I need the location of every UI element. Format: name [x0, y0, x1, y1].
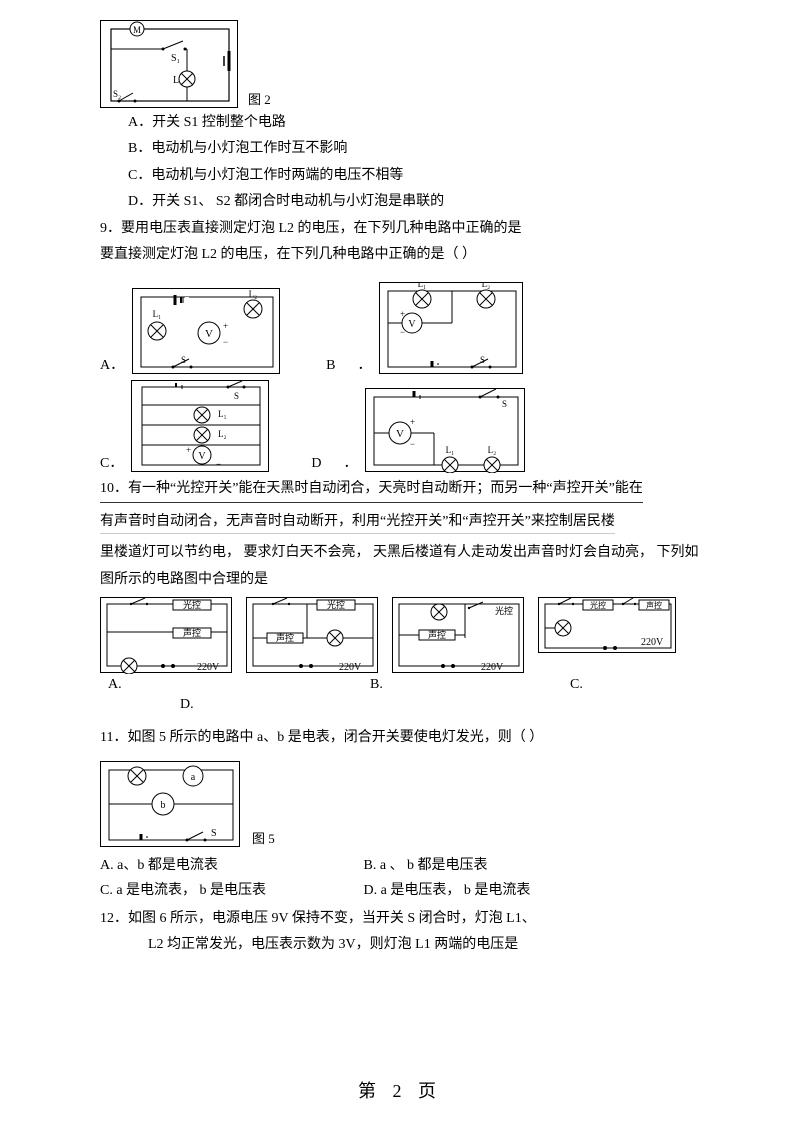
- q11-b: B. a 、 b 都是电压表: [364, 858, 488, 873]
- svg-text:L₂: L₂: [249, 289, 258, 299]
- q11-d: D. a 是电压表， b 是电流表: [364, 883, 531, 898]
- svg-text:L₂: L₂: [482, 283, 491, 289]
- svg-text:S: S: [211, 828, 217, 839]
- svg-text:S: S: [234, 391, 239, 401]
- q10-b: B.: [370, 677, 570, 693]
- svg-text:L₂: L₂: [218, 429, 227, 439]
- q10-a: A.: [108, 677, 370, 693]
- svg-text:声控: 声控: [428, 629, 446, 640]
- svg-text:b: b: [161, 800, 166, 811]
- svg-text:+: +: [410, 417, 415, 427]
- q9-stem: 9．要用电压表直接测定灯泡 L2 的电压，在下列几种电路中正确的是: [100, 218, 710, 240]
- q8-opt-c: C．电动机与小灯泡工作时两端的电压不相等: [100, 165, 710, 187]
- svg-text:L: L: [173, 75, 179, 86]
- svg-text:V: V: [205, 328, 213, 340]
- svg-text:+: +: [223, 321, 228, 331]
- q8-opt-a: A．开关 S1 控制整个电路: [100, 112, 710, 134]
- q10-diagrams: 光控 声控 220V 光控 声控 220V 光控 声控 220V 光控: [100, 597, 710, 673]
- svg-text:L₁: L₁: [446, 445, 455, 455]
- q8-opt-b: B．电动机与小灯泡工作时互不影响: [100, 138, 710, 160]
- q9-d-circuit: S V + − L₁ L₂: [365, 388, 525, 472]
- fig2-circuit: M S₁ L S₂: [100, 20, 238, 108]
- svg-text:220V: 220V: [481, 662, 504, 673]
- q10-d3: 光控 声控 220V: [392, 597, 524, 673]
- fig2-caption: 图 2: [248, 89, 271, 108]
- q10-c: C.: [570, 677, 583, 693]
- svg-text:L₁: L₁: [418, 283, 427, 289]
- svg-text:a: a: [191, 772, 196, 783]
- q12-l2: L2 均正常发光，电压表示数为 3V，则灯泡 L1 两端的电压是: [100, 934, 710, 956]
- page-footer: 第 2 页: [0, 1077, 800, 1103]
- svg-text:光控: 光控: [327, 599, 345, 610]
- q8-opt-d: D．开关 S1、 S2 都闭合时电动机与小灯泡是串联的: [100, 191, 710, 213]
- q9-d-label: D: [311, 456, 321, 472]
- q9-b-circuit: L₁ L₂ V + − S: [379, 282, 523, 374]
- svg-text:光控: 光控: [590, 600, 606, 610]
- svg-text:V: V: [409, 319, 417, 330]
- q9-d-dot: ．: [343, 452, 357, 472]
- q11-c: C. a 是电流表， b 是电压表: [100, 878, 360, 903]
- svg-text:220V: 220V: [197, 662, 220, 673]
- q12-l1: 12．如图 6 所示，电源电压 9V 保持不变，当开关 S 闭合时，灯泡 L1、: [100, 908, 710, 930]
- svg-text:光控: 光控: [183, 599, 201, 610]
- q10-d2: 光控 声控 220V: [246, 597, 378, 673]
- q11-stem: 11．如图 5 所示的电路中 a、b 是电表，闭合开关要使电灯发光，则（ ）: [100, 727, 710, 749]
- fig2-row: M S₁ L S₂ 图 2: [100, 20, 710, 108]
- svg-text:−: −: [400, 327, 405, 337]
- q9-b-label: B: [326, 358, 335, 374]
- q9-c-label: C．: [100, 452, 123, 472]
- q10-l3: 里楼道灯可以节约电， 要求灯白天不会亮， 天黑后楼道有人走动发出声音时灯会自动亮…: [100, 542, 710, 564]
- svg-text:S: S: [502, 399, 507, 409]
- q11-a: A. a、b 都是电流表: [100, 853, 360, 878]
- svg-text:声控: 声控: [276, 632, 294, 643]
- svg-text:V: V: [199, 451, 207, 462]
- q9-row1: A． L₁ L₂ V + − S B ． L₁ L₂ V + − S: [100, 282, 710, 374]
- svg-text:L₂: L₂: [488, 445, 497, 455]
- svg-text:声控: 声控: [183, 627, 201, 638]
- q11-fig-row: a b S 图 5: [100, 761, 710, 847]
- q9-a-label: A．: [100, 354, 124, 374]
- svg-text:S: S: [480, 355, 485, 365]
- q9-stem2: 要直接测定灯泡 L2 的电压，在下列几种电路中正确的是（ ）: [100, 244, 710, 266]
- svg-text:L₁: L₁: [218, 409, 227, 419]
- svg-text:220V: 220V: [641, 637, 664, 648]
- svg-text:220V: 220V: [339, 662, 362, 673]
- q11-opts: A. a、b 都是电流表 B. a 、 b 都是电压表 C. a 是电流表， b…: [100, 853, 710, 903]
- svg-text:S₁: S₁: [171, 53, 180, 64]
- svg-text:声控: 声控: [646, 600, 662, 610]
- q10-d: D.: [180, 697, 710, 713]
- q10-d4: 光控 声控 220V: [538, 597, 676, 653]
- q10-l2: 有声音时自动闭合，无声音时自动断开，利用“光控开关”和“声控开关”来控制居民楼: [100, 511, 615, 534]
- svg-text:−: −: [216, 459, 221, 469]
- svg-text:M: M: [133, 25, 141, 35]
- q9-b-dot: ．: [357, 354, 371, 374]
- q9-a-circuit: L₁ L₂ V + − S: [132, 288, 280, 374]
- svg-text:−: −: [410, 439, 415, 449]
- q10-l1: 10．有一种“光控开关”能在天黑时自动闭合，天亮时自动断开；而另一种“声控开关”…: [100, 478, 710, 502]
- svg-text:−: −: [223, 337, 228, 347]
- svg-text:S₂: S₂: [113, 89, 121, 99]
- q11-circuit: a b S: [100, 761, 240, 847]
- q9-c-circuit: S L₁ L₂ V + −: [131, 380, 269, 472]
- q10-d1: 光控 声控 220V: [100, 597, 232, 673]
- svg-text:+: +: [400, 309, 405, 319]
- svg-text:L₁: L₁: [153, 309, 162, 319]
- q9-row2: C． S L₁ L₂ V + − D ． S V + − L₁ L₂: [100, 380, 710, 472]
- svg-text:S: S: [181, 355, 186, 365]
- svg-text:+: +: [186, 445, 191, 455]
- q10-l4: 图所示的电路图中合理的是: [100, 569, 710, 591]
- svg-text:V: V: [396, 428, 404, 440]
- q10-opts: A. B. C.: [100, 677, 710, 693]
- svg-text:光控: 光控: [495, 605, 513, 616]
- q11-caption: 图 5: [252, 828, 275, 847]
